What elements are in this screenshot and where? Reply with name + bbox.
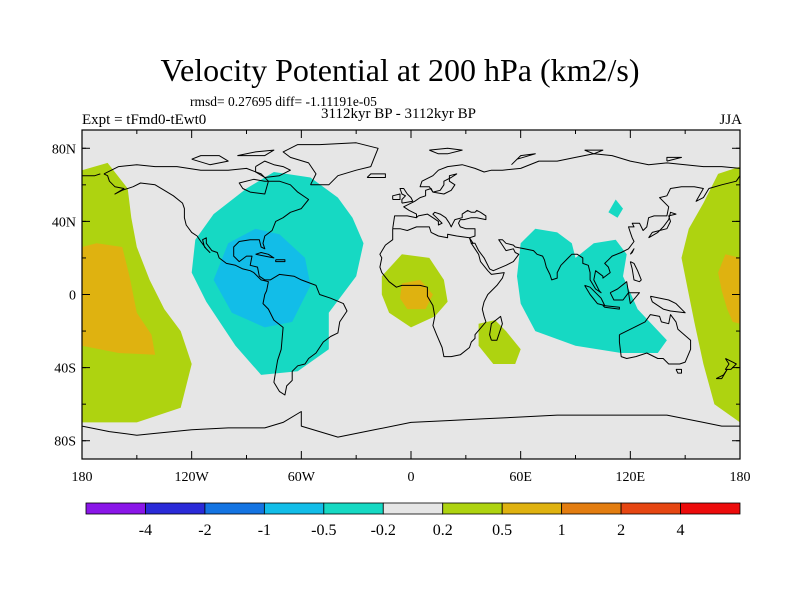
lon-tick-label: 0	[408, 470, 415, 485]
colorbar-swatch	[680, 502, 741, 515]
coastline	[255, 160, 291, 178]
coastline	[399, 188, 414, 204]
lat-tick-label: 0	[69, 289, 76, 304]
colorbar-swatch	[382, 502, 444, 515]
coastline	[416, 175, 740, 294]
coastline	[715, 368, 728, 380]
contour-region	[82, 162, 192, 423]
stats-line: rmsd= 0.27695 diff= -1.11191e-05	[190, 94, 377, 109]
coastline	[618, 314, 692, 365]
experiment-label: Expt = tFmd0-tEwt0	[82, 112, 207, 128]
colorbar-swatch	[561, 502, 622, 515]
contour-region	[82, 243, 156, 355]
lat-tick-label: 40S	[54, 362, 76, 377]
coastline	[392, 153, 740, 229]
map-title: Velocity Potential at 200 hPa (km2/s)	[160, 52, 640, 88]
coastline	[489, 315, 503, 341]
coastline	[429, 147, 463, 155]
lon-tick-label: 120W	[175, 470, 210, 485]
coastline	[649, 295, 686, 314]
coastline	[379, 226, 505, 358]
longitude-axis: 180 120W 60W 0 60E 120E 180	[72, 130, 751, 485]
colorbar-label: 0.2	[433, 522, 453, 539]
contour-region	[478, 320, 521, 364]
colorbar-label: -1	[258, 522, 271, 539]
colorbar-label: 2	[617, 522, 625, 539]
coastline	[511, 153, 536, 166]
coastline	[282, 142, 379, 186]
coastline	[82, 411, 740, 438]
latitude-axis: 80N 40N 0 40S 80S	[52, 142, 740, 450]
period-label: 3112kyr BP - 3112kyr BP	[321, 106, 477, 122]
colorbar-label: 1	[558, 522, 566, 539]
contour-region	[400, 279, 433, 310]
colorbar-swatch	[263, 502, 325, 515]
contour-region	[517, 228, 667, 353]
coastline	[629, 248, 635, 255]
colorbar-swatch	[204, 502, 265, 515]
lon-tick-label: 180	[72, 470, 93, 485]
coastline	[275, 259, 286, 263]
coastline	[629, 261, 642, 283]
lon-tick-label: 120E	[616, 470, 646, 485]
coastline	[648, 211, 677, 239]
lat-tick-label: 80S	[54, 435, 76, 450]
coastline	[255, 252, 275, 259]
coastline	[584, 149, 604, 155]
colorbar-swatch	[145, 502, 206, 515]
contour-region	[718, 254, 740, 324]
lat-tick-label: 40N	[52, 215, 76, 230]
coastline	[103, 164, 348, 396]
coastline	[191, 155, 229, 166]
coastline	[628, 292, 640, 305]
colorbar-label: -0.2	[371, 522, 396, 539]
coastline	[82, 173, 101, 177]
coastline	[675, 368, 682, 374]
coastline	[366, 173, 386, 178]
colorbar-swatch	[442, 502, 503, 515]
colorbar-swatch	[620, 502, 681, 515]
lon-tick-label: 180	[730, 470, 751, 485]
colorbar-swatch	[85, 502, 146, 515]
colorbar-swatch	[501, 502, 563, 515]
contour-region	[608, 199, 623, 218]
colorbar: -4 -2 -1 -0.5 -0.2 0.2 0.5 1 2 4	[85, 502, 741, 539]
colorbar-label: 0.5	[492, 522, 512, 539]
contour-regions	[82, 162, 740, 423]
lon-tick-label: 60W	[288, 470, 316, 485]
colorbar-swatch	[323, 502, 384, 515]
lon-tick-label: 60E	[509, 470, 532, 485]
colorbar-label: -0.5	[311, 522, 336, 539]
contour-region	[681, 166, 740, 423]
colorbar-label: -4	[139, 522, 152, 539]
colorbar-label: 4	[677, 522, 685, 539]
coastline	[392, 193, 401, 200]
colorbar-label: -2	[198, 522, 211, 539]
coastline	[237, 149, 275, 157]
season-label: JJA	[719, 112, 742, 128]
coastline	[666, 156, 682, 162]
coastline	[724, 358, 737, 370]
coastline	[602, 305, 620, 310]
coastlines	[82, 142, 740, 438]
lat-tick-label: 80N	[52, 142, 76, 157]
